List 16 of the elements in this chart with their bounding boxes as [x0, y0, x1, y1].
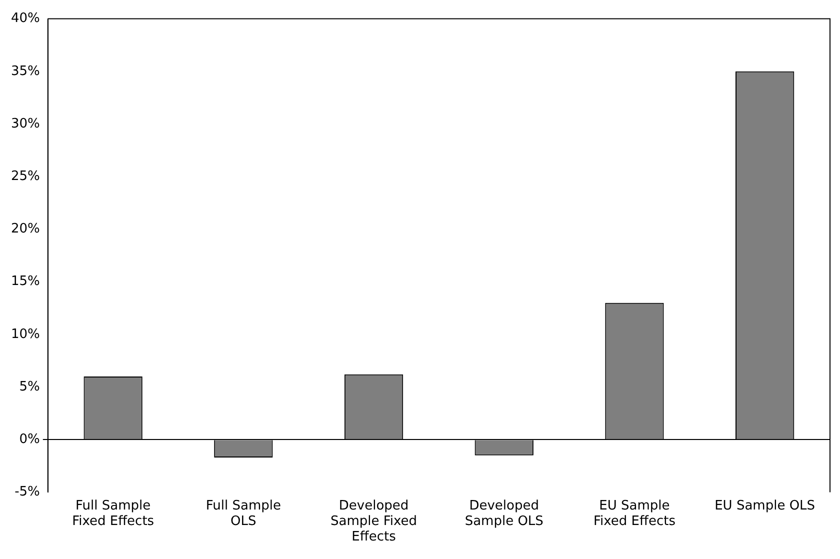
x-tick-label: Developed Sample OLS	[464, 498, 544, 529]
y-tick-label: 40%	[10, 11, 40, 26]
y-tick-label: -5%	[14, 484, 40, 500]
y-tick-label: 15%	[10, 274, 40, 290]
y-tick-label: 10%	[10, 326, 40, 342]
x-tick-label: EU Sample Fixed Effects	[593, 498, 676, 529]
x-tick-label: Full Sample Fixed Effects	[72, 498, 154, 529]
y-tick-label: 20%	[10, 222, 40, 237]
x-tick-label: Full Sample OLS	[206, 498, 281, 529]
y-tick-label: 30%	[10, 116, 40, 132]
y-tick-label: 25%	[10, 168, 40, 184]
x-tick-label: Developed Sample Fixed Effects	[330, 498, 418, 545]
y-tick-label: 5%	[19, 379, 40, 394]
x-tick-label: EU Sample OLS	[714, 498, 816, 514]
y-tick-label: 0%	[19, 432, 40, 447]
y-tick-label: 35%	[10, 64, 40, 79]
